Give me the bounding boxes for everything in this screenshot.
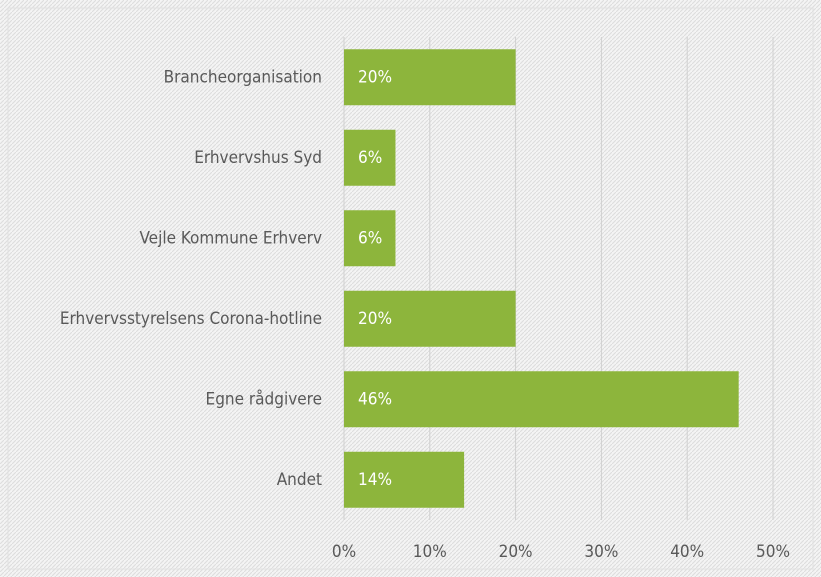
x-tick-label: 30% — [584, 542, 618, 562]
x-tick-label: 10% — [413, 542, 447, 562]
y-tick-label: Erhvervshus Syd — [194, 148, 322, 168]
y-tick-label: Andet — [277, 470, 322, 490]
x-tick-label: 40% — [670, 542, 704, 562]
bar — [344, 290, 516, 347]
bar — [344, 371, 739, 428]
x-tick-label: 0% — [332, 542, 356, 562]
y-tick-label: Erhvervsstyrelsens Corona-hotline — [60, 309, 322, 329]
value-label: 46% — [358, 389, 392, 409]
frame — [7, 7, 814, 570]
bar — [344, 49, 516, 106]
x-tick-label: 20% — [499, 542, 533, 562]
value-label: 20% — [358, 309, 392, 329]
y-tick-label: Egne rådgivere — [206, 388, 322, 409]
value-label: 6% — [358, 148, 382, 168]
y-tick-label: Brancheorganisation — [164, 67, 322, 87]
x-tick-label: 50% — [756, 542, 790, 562]
value-label: 6% — [358, 228, 382, 248]
bar — [344, 451, 465, 508]
value-label: 14% — [358, 470, 392, 490]
value-label: 20% — [358, 67, 392, 87]
bar — [344, 129, 396, 186]
bar — [344, 210, 396, 267]
y-tick-label: Vejle Kommune Erhverv — [140, 228, 322, 248]
